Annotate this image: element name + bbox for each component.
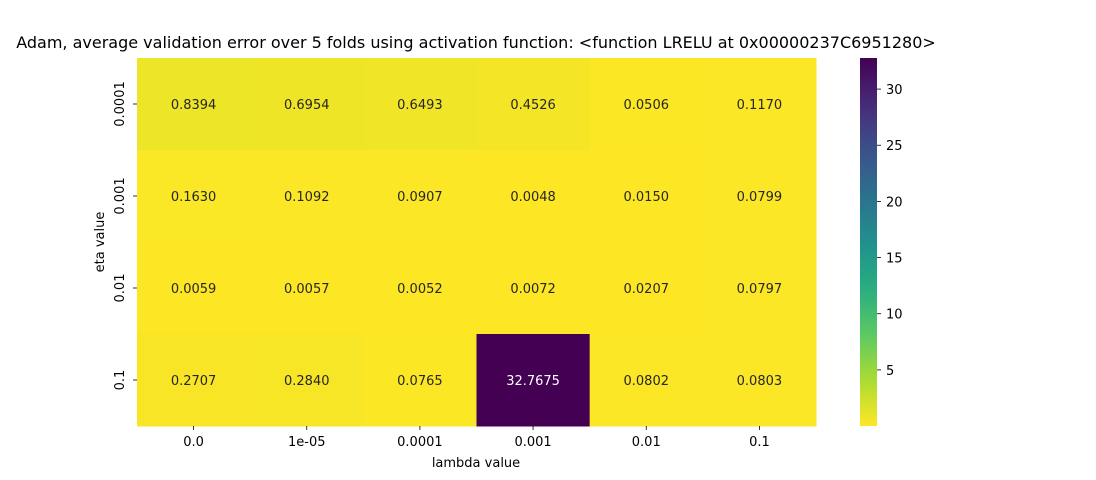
cell-value-label: 0.0799 [737,190,783,205]
cell-value-label: 0.0797 [737,282,783,297]
x-tick-label: 0.01 [632,435,661,450]
heatmap-cell [476,150,591,243]
heatmap-cell [589,334,704,427]
heatmap-cell [363,150,477,243]
cell-value-label: 0.6493 [397,98,443,113]
heatmap-cell [589,58,704,151]
colorbar-tick-label: 10 [886,308,903,323]
cell-value-label: 0.4526 [510,98,556,113]
heatmap-cell [363,58,477,151]
x-tick-label: 0.0 [183,435,204,450]
heatmap-cell [137,242,251,335]
heatmap-cell [702,58,817,151]
cell-value-label: 0.0803 [737,374,783,389]
colorbar-ticks: 5 10 15 20 25 30 [877,83,903,379]
cell-value-label: 0.0150 [624,190,670,205]
y-axis-label: eta value [93,212,108,273]
cell-value-label: 0.0907 [397,190,443,205]
cell-value-label: 0.0765 [397,374,443,389]
cell-value-label: 0.0207 [624,282,670,297]
heatmap-grid: 0.8394 0.6954 0.6493 0.4526 0.0506 0.1170 0.16… [137,58,817,427]
cell-value-label: 0.6954 [284,98,330,113]
chart-title: Adam, average validation error over 5 fo… [16,33,936,52]
heatmap-cell [476,58,591,151]
heatmap-cell [250,58,364,151]
colorbar-tick-label: 15 [886,252,903,267]
y-axis-ticks: 0.0001 0.001 0.01 0.1 [113,81,137,390]
colorbar-tick-label: 30 [886,83,903,98]
cell-value-label: 0.1092 [284,190,330,205]
heatmap-cell [250,242,364,335]
colorbar-tick-label: 5 [886,364,894,379]
cell-value-label: 0.8394 [171,98,217,113]
cell-value-label: 0.1170 [737,98,783,113]
cell-value-label: 0.0052 [397,282,443,297]
heatmap-cell [476,242,591,335]
heatmap-cell [363,334,477,427]
x-tick-label: 0.0001 [397,435,443,450]
cell-value-label: 32.7675 [506,374,560,389]
x-axis-ticks: 0.0 1e-05 0.0001 0.001 0.01 0.1 [183,426,770,450]
colorbar-tick-label: 25 [886,139,903,154]
heatmap-cell [702,334,817,427]
heatmap-cell [137,334,251,427]
y-tick-label: 0.001 [113,177,128,214]
y-tick-label: 0.1 [113,370,128,391]
heatmap-cell [589,150,704,243]
cell-value-label: 0.2840 [284,374,330,389]
heatmap-cell [702,150,817,243]
heatmap-cell [250,150,364,243]
x-tick-label: 0.1 [749,435,770,450]
cell-value-label: 0.0048 [510,190,556,205]
cell-value-label: 0.0506 [624,98,670,113]
heatmap-cell [137,150,251,243]
y-tick-label: 0.0001 [113,81,128,127]
x-axis-label: lambda value [432,456,520,471]
heatmap-cell [137,58,251,151]
cell-value-label: 0.0059 [171,282,217,297]
cell-value-label: 0.2707 [171,374,217,389]
heatmap-cell [250,334,364,427]
heatmap-cell [363,242,477,335]
y-tick-label: 0.01 [113,274,128,303]
colorbar [860,58,877,426]
x-tick-label: 1e-05 [288,435,326,450]
heatmap-cell [476,334,591,427]
x-tick-label: 0.001 [514,435,551,450]
heatmap-cell [589,242,704,335]
colorbar-tick-label: 20 [886,195,903,210]
cell-value-label: 0.1630 [171,190,217,205]
heatmap-cell [702,242,817,335]
cell-value-label: 0.0057 [284,282,330,297]
cell-value-label: 0.0802 [624,374,670,389]
cell-value-label: 0.0072 [510,282,556,297]
